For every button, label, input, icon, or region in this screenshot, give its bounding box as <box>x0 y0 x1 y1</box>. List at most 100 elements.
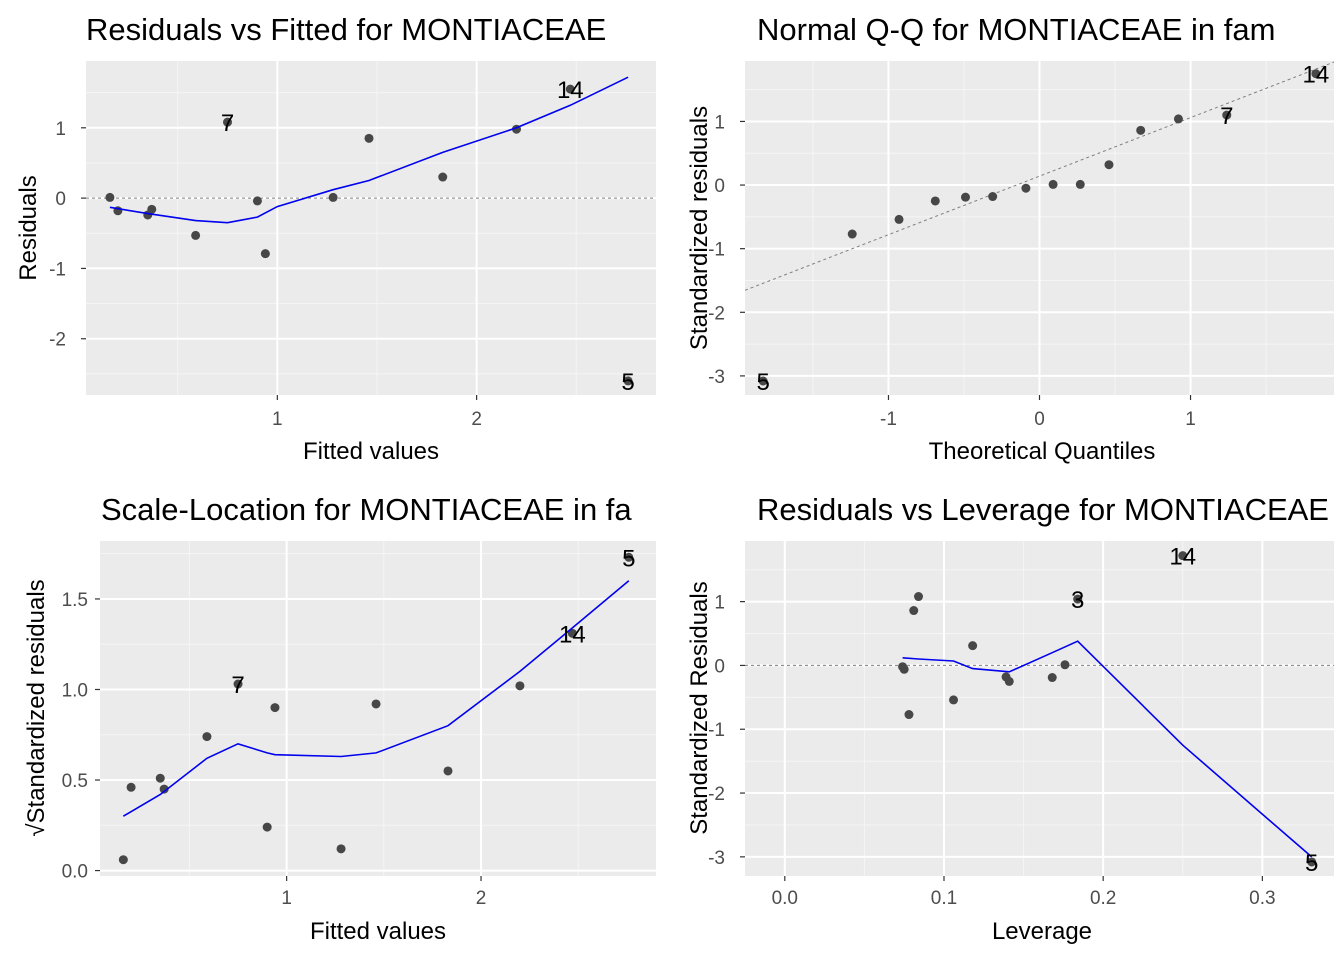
point-label: 5 <box>621 369 634 396</box>
y-tick-label: 1 <box>714 593 725 614</box>
data-point <box>1104 160 1114 170</box>
data-point <box>1048 179 1058 189</box>
x-axis-label: Fitted values <box>303 438 439 465</box>
data-point <box>262 822 272 832</box>
data-point <box>1004 676 1014 686</box>
data-point <box>443 766 453 776</box>
y-tick-label: 0 <box>714 656 725 677</box>
data-point <box>949 695 959 705</box>
panel-title: Residuals vs Leverage for MONTIACEAE <box>757 492 1329 527</box>
data-point <box>371 699 381 709</box>
point-label: 3 <box>1071 587 1084 614</box>
data-point <box>988 192 998 202</box>
y-axis-label: Standardized Residuals <box>686 581 713 835</box>
x-axis-label: Fitted values <box>310 918 446 945</box>
data-point <box>147 204 157 214</box>
x-tick-label: 2 <box>471 409 482 430</box>
data-point <box>1222 110 1232 120</box>
data-point <box>202 732 212 742</box>
y-tick-label: -2 <box>708 303 725 324</box>
panel-4: Residuals vs Leverage for MONTIACEAE 0.0 0… <box>686 492 1334 945</box>
data-point <box>894 214 904 224</box>
data-point <box>126 782 136 792</box>
data-point <box>1173 114 1183 124</box>
data-point <box>914 592 924 602</box>
data-point <box>438 172 448 182</box>
data-point <box>624 552 634 562</box>
point-label: 5 <box>756 369 769 396</box>
y-tick-label: -2 <box>49 330 66 351</box>
y-tick-label: 0 <box>714 176 725 197</box>
data-point <box>223 117 233 127</box>
data-point <box>904 710 914 720</box>
y-tick-label: 0.0 <box>62 862 88 883</box>
y-tick-label: -1 <box>708 720 725 741</box>
gridlines <box>100 541 656 876</box>
point-label: 14 <box>559 621 586 648</box>
y-tick-label: -1 <box>49 259 66 280</box>
data-point <box>364 133 374 143</box>
data-point <box>968 641 978 651</box>
point-label: 5 <box>1305 850 1318 877</box>
x-tick-label: 0.2 <box>1090 888 1116 909</box>
y-tick-label: -2 <box>708 784 725 805</box>
x-tick-label: 2 <box>476 888 487 909</box>
data-point <box>930 196 940 206</box>
x-tick-label: 0 <box>1034 409 1045 430</box>
plot-area <box>86 76 656 386</box>
plot-area <box>745 551 1334 867</box>
y-tick-label: 0.5 <box>62 771 88 792</box>
panel-1: Residuals vs Fitted for MONTIACEAE 1 2 -2 -1… <box>15 12 656 465</box>
data-point <box>270 703 280 713</box>
data-point <box>758 376 768 386</box>
data-point <box>515 681 525 691</box>
data-point <box>960 192 970 202</box>
y-tick-label: 0 <box>55 189 66 210</box>
y-axis-label: Standardized residuals <box>686 106 713 350</box>
point-label: 14 <box>1303 62 1330 89</box>
y-tick-label: 1.5 <box>62 590 88 611</box>
smooth-line <box>122 580 630 817</box>
data-point <box>233 679 243 689</box>
y-axis-label: Residuals <box>15 175 42 280</box>
point-label: 5 <box>622 545 635 572</box>
y-tick-label: -3 <box>708 848 725 869</box>
point-label: 14 <box>1169 544 1196 571</box>
panel-title: Residuals vs Fitted for MONTIACEAE <box>86 12 606 47</box>
data-point <box>155 773 165 783</box>
x-axis-label: Leverage <box>992 918 1092 945</box>
data-point <box>899 664 909 674</box>
panel-background <box>86 61 656 395</box>
panel-2: Normal Q-Q for MONTIACEAE in fam -1 0 1 -3 -2… <box>686 12 1334 465</box>
data-point <box>847 229 857 239</box>
data-point <box>1136 125 1146 135</box>
x-tick-label: 0.0 <box>772 888 798 909</box>
data-point <box>1178 551 1188 561</box>
data-point <box>260 249 270 259</box>
data-point <box>1311 69 1321 79</box>
data-point <box>105 192 115 202</box>
y-tick-label: -1 <box>708 240 725 261</box>
y-tick-label: 1 <box>55 119 66 140</box>
data-point <box>1075 179 1085 189</box>
panel-background <box>745 541 1334 876</box>
data-point <box>1060 660 1070 670</box>
panel-3: Scale-Location for MONTIACEAE in fa 1 2 0.0… <box>23 492 656 945</box>
data-point <box>567 628 577 638</box>
data-point <box>336 844 346 854</box>
gridlines <box>745 61 1334 395</box>
y-axis-label: √Standardized residuals <box>23 579 50 836</box>
plot-area <box>745 61 1334 386</box>
panel-title: Normal Q-Q for MONTIACEAE in fam <box>757 12 1275 47</box>
data-point <box>118 855 128 865</box>
data-point <box>565 84 575 94</box>
data-point <box>1307 857 1317 867</box>
data-point <box>328 192 338 202</box>
point-label: 14 <box>557 77 584 104</box>
x-tick-label: 1 <box>281 888 292 909</box>
data-point <box>191 230 201 240</box>
x-tick-label: 0.3 <box>1249 888 1275 909</box>
point-label: 7 <box>231 672 244 699</box>
x-tick-label: -1 <box>880 409 897 430</box>
